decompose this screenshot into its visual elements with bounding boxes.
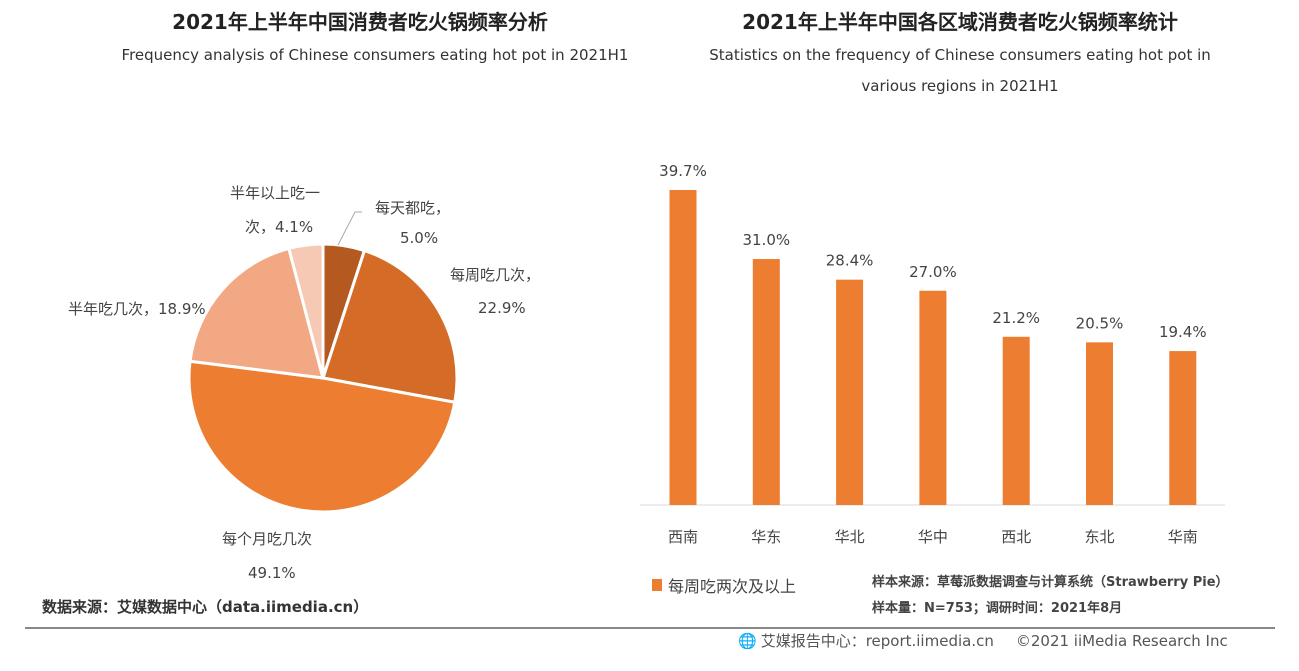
pie-label: 半年以上吃一 [230,184,320,202]
pie-title: 2021年上半年中国消费者吃火锅频率分析 [172,10,548,34]
leader-line [337,211,362,246]
pie-label: 每天都吃， [375,199,450,217]
data-source: 数据来源：艾媒数据中心（data.iimedia.cn） [42,598,369,616]
bar [752,259,780,505]
sample-source: 样本来源：草莓派数据调查与计算系统（Strawberry Pie） [872,575,1229,590]
footer-site[interactable]: 艾媒报告中心：report.iimedia.cn [760,632,994,650]
data-label: 31.0% [742,231,790,249]
data-label: 39.7% [659,162,707,180]
pie-label: 49.1% [248,564,296,582]
bar-subtitle: Statistics on the frequency of Chinese c… [709,46,1211,95]
pie-label: 5.0% [400,229,438,247]
pie-chart: 每天都吃， 5.0% 每周吃几次， 22.9% 每个月吃几次 49.1% 半年吃几次，18.… [68,184,540,582]
bar [669,190,697,505]
footer: 🌐 艾媒报告中心：report.iimedia.cn ©2021 iiMedia… [738,630,1228,651]
bar-title: 2021年上半年中国各区域消费者吃火锅频率统计 [742,10,1178,34]
pie-label: 每个月吃几次 [222,530,312,548]
divider [25,627,1275,629]
x-tick-label: 西北 [1001,528,1031,546]
pie-slice [321,248,459,405]
pie-slice [188,246,326,380]
footer-copyright: ©2021 iiMedia Research Inc [1015,631,1228,650]
legend-label: 每周吃两次及以上 [668,577,797,596]
globe-cursor-icon: 🌐 [738,631,757,650]
data-label: 27.0% [909,263,957,281]
bar-chart: 39.7% 西南 31.0% 华东 28.4% 华北 27.0% 华中 21.2% 西北 20.5%… [640,162,1225,546]
bar [919,290,947,505]
sample-size: 样本量：N=753；调研时间：2021年8月 [872,601,1123,616]
data-label: 28.4% [826,252,874,270]
pie-label: 次，4.1% [245,218,313,236]
bar [836,279,864,505]
x-tick-label: 华南 [1168,528,1198,546]
pie-label: 每周吃几次， [450,266,540,284]
pie-subtitle: Frequency analysis of Chinese consumers … [121,46,629,64]
pie-label: 半年吃几次，18.9% [68,300,206,318]
x-tick-label: 东北 [1084,528,1114,546]
pie-label: 22.9% [478,299,526,317]
data-label: 21.2% [992,309,1040,327]
legend-swatch [652,579,662,591]
x-tick-label: 华中 [918,528,948,546]
x-tick-label: 华北 [835,528,865,546]
x-tick-label: 西南 [668,528,698,546]
x-tick-label: 华东 [751,528,781,546]
bar [1169,351,1197,505]
bar [1086,342,1113,505]
legend: 每周吃两次及以上 [652,573,796,597]
pie-slice [187,359,457,514]
bar [1002,336,1030,505]
pie-slice [287,242,325,379]
data-label: 20.5% [1076,314,1124,332]
data-label: 19.4% [1159,323,1207,341]
